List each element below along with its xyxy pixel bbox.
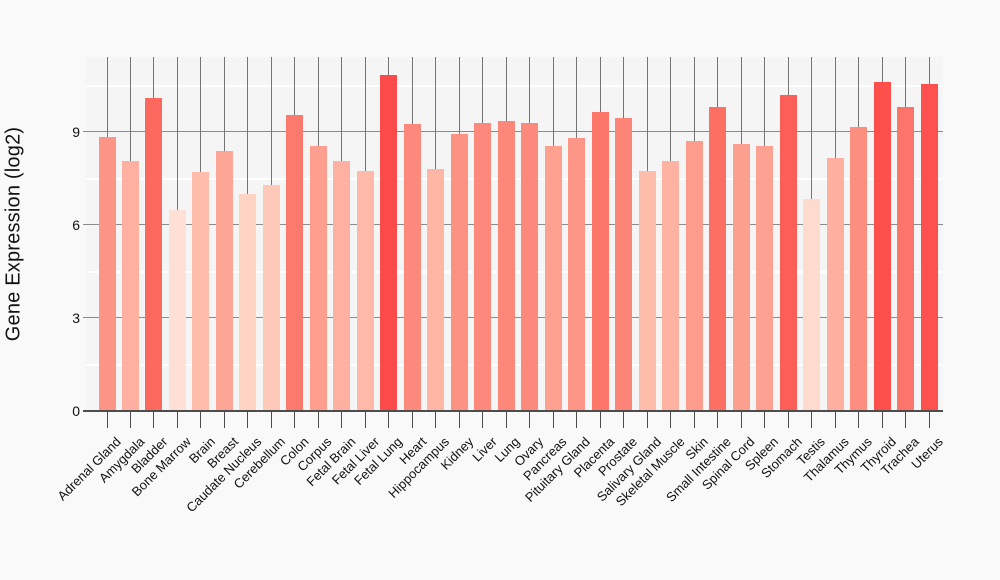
bar-fetal-lung [380,74,398,411]
bar-spinal-cord [732,144,750,411]
bar-kidney [450,133,468,411]
bar-skeletal-muscle [662,161,680,411]
x-axis-tick [670,411,672,428]
x-axis-tick [646,411,648,428]
bar-trachea [897,107,914,411]
x-axis-tick [482,411,484,428]
x-axis-tick [388,411,390,428]
bar-ovary [521,122,539,411]
x-axis-tick [505,411,507,428]
x-axis-tick [223,411,225,428]
bar-pancreas [544,145,562,411]
y-axis-tick-label: 3 [72,310,80,326]
x-axis-tick [270,411,272,428]
bar-thalamus [826,158,844,411]
x-axis-tick [106,411,108,428]
x-axis-tick [200,411,202,428]
bar-corpus [309,145,327,411]
x-axis-tick [623,411,625,428]
x-axis-tick [294,411,296,428]
bar-testis [803,198,821,411]
bar-hippocampus [427,169,445,411]
x-axis-tick [764,411,766,428]
y-axis-tick-label: 9 [72,124,80,141]
x-axis-tick [129,411,131,428]
bar-uterus [920,83,938,411]
x-axis-tick [247,411,249,428]
bar-stomach [779,94,797,411]
bar-prostate [615,118,633,411]
x-axis-tick [364,411,366,428]
x-axis-tick [834,411,836,428]
x-axis-line [83,410,943,412]
bar-spleen [756,145,774,411]
gridline-minor [86,84,943,87]
x-axis-tick [176,411,178,428]
bar-small-intestine [709,107,727,411]
x-axis-tick [881,411,883,428]
x-axis-tick [599,411,601,428]
bar-brain [192,172,210,411]
x-axis-tick [317,411,319,428]
bar-skin [685,141,703,411]
bar-thyroid [873,82,891,411]
x-axis-tick [811,411,813,428]
bar-placenta [591,111,609,411]
bar-heart [403,124,421,411]
bar-liver [474,122,492,411]
bar-fetal-liver [356,170,374,411]
bar-amygdala [121,161,139,411]
x-axis-tick [858,411,860,428]
x-axis-tick [905,411,906,428]
bar-fetal-brain [333,161,351,411]
bar-breast [215,150,233,411]
x-axis-tick [529,411,531,428]
bar-thymus [850,127,868,411]
x-axis-tick [435,411,437,428]
bar-bone-marrow [168,209,186,411]
x-axis-tick [411,411,413,428]
x-axis-tick [693,411,695,428]
bar-colon [286,114,304,411]
y-axis-tick-label: 6 [72,217,80,233]
bar-cerebellum [262,184,280,411]
x-axis-tick [740,411,742,428]
x-axis-tick [787,411,789,428]
bar-caudate-nucleus [239,194,257,411]
y-axis-tick-label: 0 [72,403,80,419]
bar-salivary-gland [638,170,656,411]
x-axis-tick [928,411,930,428]
x-axis-tick [576,411,578,428]
bar-bladder [145,97,163,411]
x-axis-tick [341,411,343,428]
bar-pituitary-gland [568,138,586,411]
bar-adrenal-gland [98,136,116,411]
y-axis-title: Gene Expression (log2) [2,126,25,342]
plot-area: Adrenal Gland Amygdala Bladder Bone Marrow B… [54,57,946,515]
x-axis-tick [153,411,155,428]
x-axis-tick [552,411,554,428]
bar-lung [497,121,515,411]
x-axis-tick [458,411,460,428]
x-axis-tick [717,411,719,428]
